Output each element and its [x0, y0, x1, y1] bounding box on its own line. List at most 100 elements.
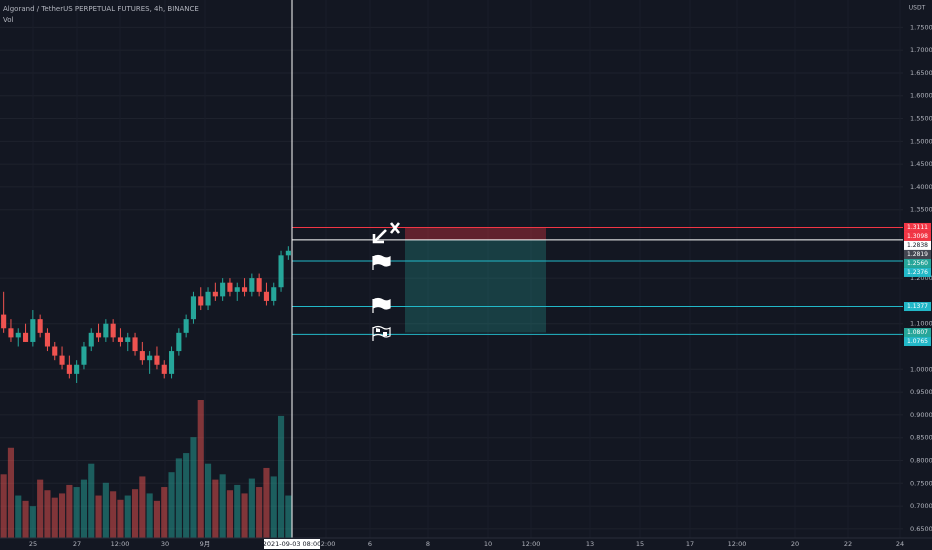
- y-tick-label: 1.1000: [910, 320, 932, 328]
- y-tick-label: 1.2000: [910, 274, 932, 282]
- volume-bar: [110, 491, 117, 538]
- symbol-title: Algorand / TetherUS PERPETUAL FUTURES, 4…: [3, 5, 199, 13]
- entry-icon: [372, 229, 387, 244]
- volume-bar: [234, 484, 241, 538]
- volume-bar: [285, 495, 292, 538]
- x-tick-label: 6: [368, 540, 372, 548]
- volume-bar: [102, 482, 109, 538]
- candle-body: [37, 319, 43, 333]
- candle-body: [285, 250, 291, 256]
- grid: [0, 26, 903, 530]
- volume-bar: [51, 497, 58, 538]
- volume-bar: [95, 495, 102, 538]
- x-tick-label: 8: [426, 540, 430, 548]
- volume-bar: [161, 487, 168, 538]
- price-label-bg: [904, 328, 931, 338]
- price-label: 1.1377: [907, 303, 928, 310]
- candle-body: [190, 296, 197, 320]
- candle-body: [52, 346, 58, 356]
- candle-body: [220, 282, 226, 297]
- volume-bar: [29, 506, 36, 538]
- final-flag: [372, 325, 391, 341]
- crosshair-label-bg: [264, 539, 320, 549]
- x-tick-label: 25: [29, 540, 37, 548]
- candle-body: [256, 278, 262, 292]
- y-tick-label: 1.4500: [910, 160, 932, 168]
- price-label: 1.3111: [907, 224, 928, 231]
- y-tick-label: 1.5500: [910, 115, 932, 123]
- candle-body: [117, 337, 124, 342]
- volume-bar: [248, 478, 255, 538]
- x-tick-label: 17: [686, 540, 694, 548]
- candles: [1, 246, 291, 383]
- volume-bar: [241, 493, 248, 538]
- x-tick-label: 20: [791, 540, 799, 548]
- y-tick-label: 1.4000: [910, 183, 932, 191]
- candle-body: [15, 332, 21, 338]
- candle-body: [205, 291, 211, 306]
- stop-icon: [389, 222, 401, 234]
- y-tick-label: 1.0000: [910, 365, 932, 373]
- axes-labels: 0.6500 0.7000 0.7500 0.8000 0.8500 0.9000 0.95…: [29, 23, 932, 549]
- candle-body: [81, 346, 87, 365]
- candle-body: [154, 355, 160, 365]
- candle-body: [103, 323, 109, 338]
- candle-body: [263, 291, 270, 301]
- candle-body: [249, 278, 255, 292]
- price-label-bg: [904, 249, 931, 259]
- volume-bar: [226, 490, 234, 538]
- candle-body: [227, 282, 233, 292]
- y-tick-label: 1.7000: [910, 46, 932, 54]
- candle-body: [271, 287, 277, 301]
- candle-body: [168, 351, 175, 374]
- candle-body: [183, 319, 189, 333]
- y-tick-label: 0.7000: [910, 502, 932, 510]
- volume-bar: [124, 495, 131, 538]
- candle-body: [176, 332, 182, 352]
- candle-body: [241, 287, 248, 292]
- volume-bar: [204, 463, 212, 538]
- volume-bar: [153, 500, 161, 538]
- price-label: 1.2376: [907, 269, 928, 276]
- y-tick-label: 1.6500: [910, 69, 932, 77]
- volume-bar: [219, 474, 226, 538]
- x-tick-label: 24: [896, 540, 904, 548]
- volume-bar: [22, 500, 29, 538]
- candle-body: [198, 296, 204, 306]
- x-tick-label: 22: [844, 540, 852, 548]
- candle-body: [212, 291, 218, 297]
- price-label: 1.0807: [907, 329, 928, 336]
- y-tick-label: 0.7500: [910, 479, 932, 487]
- volume-bar: [270, 476, 277, 538]
- y-tick-label: 1.7500: [910, 23, 932, 31]
- volume-bar: [277, 415, 285, 538]
- volume-bar: [80, 479, 88, 538]
- volume-bar: [183, 453, 190, 538]
- volume-bar: [88, 463, 95, 538]
- candle-body: [30, 319, 36, 342]
- candle-body: [161, 364, 167, 374]
- price-label-bg: [904, 240, 931, 250]
- volume-bar: [146, 493, 153, 538]
- zones: [405, 227, 546, 333]
- price-label: 1.2819: [907, 251, 928, 258]
- volume-bar: [175, 458, 182, 538]
- x-tick-label: 27: [73, 540, 81, 548]
- x-tick-label: 15: [636, 540, 644, 548]
- price-label: 1.2838: [907, 242, 928, 249]
- candle-body: [147, 355, 153, 361]
- price-label-bg: [904, 258, 931, 268]
- candle-body: [88, 332, 94, 347]
- volume-bar: [131, 489, 139, 538]
- volume-bar: [256, 487, 263, 538]
- candle-body: [110, 323, 116, 338]
- volume-bar: [15, 495, 22, 538]
- position-zone: [405, 239, 546, 333]
- price-label-bg: [904, 222, 931, 232]
- time-axis: [0, 538, 932, 550]
- volume-bar: [190, 437, 197, 538]
- candle-body: [44, 332, 51, 347]
- volume-bar: [197, 400, 204, 538]
